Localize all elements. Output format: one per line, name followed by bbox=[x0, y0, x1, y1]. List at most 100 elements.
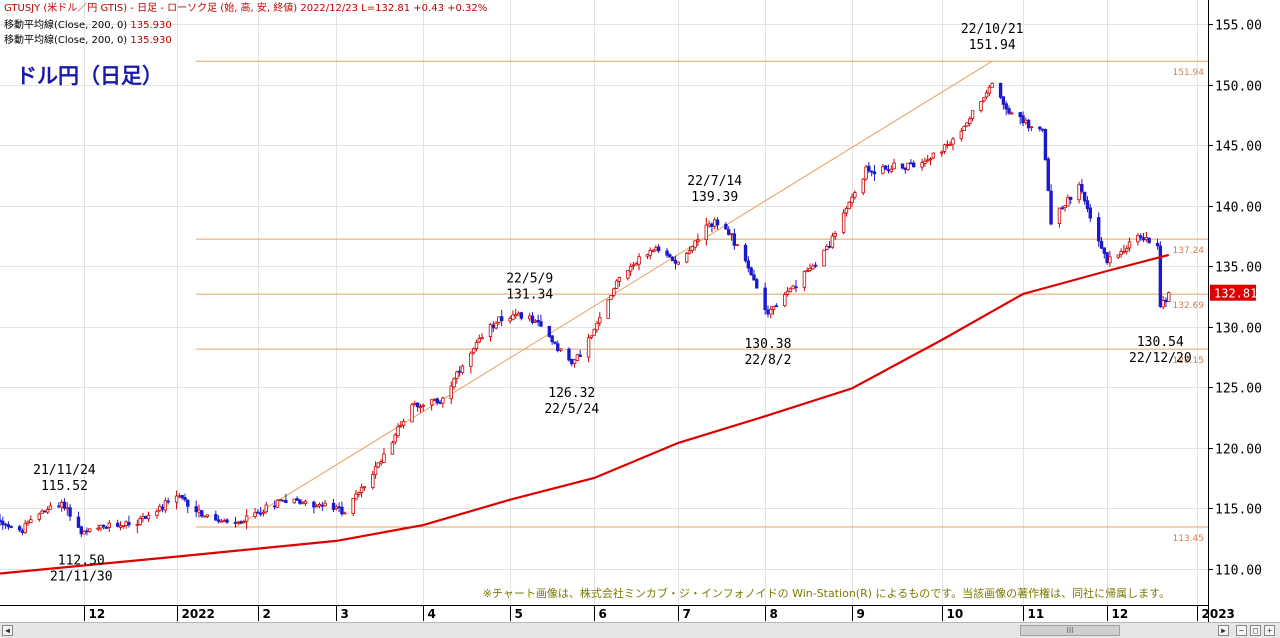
candle-body bbox=[528, 315, 532, 320]
candle-body bbox=[303, 500, 308, 504]
candle-body bbox=[567, 348, 571, 361]
last-price-label: 132.81 bbox=[1214, 287, 1257, 301]
zoom-out-icon[interactable]: − bbox=[1236, 625, 1247, 636]
ma-legend-2-label: 移動平均線(Close, 200, 0) bbox=[4, 35, 128, 46]
horizontal-scrollbar[interactable]: ◀ III ▶ − □ + bbox=[0, 622, 1280, 638]
candle-body bbox=[539, 321, 543, 327]
candle-body bbox=[940, 151, 944, 154]
candle-body bbox=[1077, 184, 1081, 201]
candle-body bbox=[1004, 103, 1008, 110]
candle-body bbox=[242, 521, 246, 524]
candle-body bbox=[85, 530, 89, 533]
candle-body bbox=[301, 502, 305, 505]
candle-body bbox=[707, 223, 711, 227]
candle-body bbox=[23, 523, 27, 534]
moving-average-line bbox=[0, 253, 1170, 575]
price-annotation: 22/12/20 bbox=[1129, 351, 1192, 366]
scrollbar-thumb[interactable]: III bbox=[1020, 625, 1120, 636]
candle-body bbox=[441, 397, 445, 404]
candle-body bbox=[57, 505, 61, 508]
candle-body bbox=[76, 516, 81, 528]
candle-body bbox=[183, 497, 187, 501]
candle-body bbox=[477, 338, 481, 343]
candle-body bbox=[811, 265, 815, 270]
candle-body bbox=[180, 494, 184, 499]
candle-body bbox=[45, 509, 50, 513]
candle-body bbox=[900, 163, 905, 169]
candle-body bbox=[598, 317, 602, 324]
candle-body bbox=[634, 263, 638, 266]
candle-body bbox=[278, 499, 282, 501]
candle-body bbox=[17, 526, 22, 531]
scroll-right-icon[interactable]: ▶ bbox=[1218, 625, 1229, 636]
candle-body bbox=[673, 259, 678, 264]
x-tick-label: 6 bbox=[599, 607, 607, 621]
candle-body bbox=[1125, 248, 1129, 252]
candle-body bbox=[429, 399, 434, 406]
candle-body bbox=[951, 138, 955, 145]
candle-body bbox=[1158, 245, 1163, 307]
candle-body bbox=[979, 101, 983, 111]
chart-header: GTUSJY (米ドル／円 GTIS) - 日足 - ローソク足 (始, 高, … bbox=[4, 3, 488, 14]
x-tick-label: 5 bbox=[515, 607, 523, 621]
candle-body bbox=[743, 244, 748, 262]
candle-body bbox=[687, 250, 692, 254]
candle-body bbox=[357, 492, 361, 495]
candle-body bbox=[59, 501, 64, 508]
horizontal-level-label: 113.45 bbox=[1173, 534, 1205, 544]
price-annotation: 130.54 bbox=[1137, 335, 1184, 350]
x-tick-label: 9 bbox=[857, 607, 865, 621]
candle-body bbox=[959, 130, 964, 140]
candle-body bbox=[155, 510, 159, 516]
price-annotation: 126.32 bbox=[548, 386, 595, 401]
candle-body bbox=[236, 521, 240, 524]
y-tick-label: 125.00 bbox=[1215, 382, 1262, 397]
candle-body bbox=[96, 527, 100, 530]
price-annotation: 21/11/24 bbox=[33, 463, 96, 478]
candle-body bbox=[488, 324, 493, 338]
scroll-left-icon[interactable]: ◀ bbox=[2, 625, 13, 636]
candle-body bbox=[1010, 112, 1014, 115]
candle-body bbox=[847, 201, 851, 210]
candle-body bbox=[984, 92, 989, 98]
candle-body bbox=[337, 506, 341, 509]
candle-body bbox=[275, 499, 280, 508]
plot-area bbox=[0, 0, 1208, 605]
candle-body bbox=[791, 285, 795, 290]
candle-body bbox=[550, 335, 554, 343]
candle-body bbox=[469, 352, 473, 367]
candle-body bbox=[200, 510, 204, 517]
candle-body bbox=[166, 500, 170, 503]
candle-body bbox=[413, 403, 417, 406]
candle-body bbox=[435, 398, 439, 404]
candle-body bbox=[1105, 252, 1109, 263]
zoom-fit-icon[interactable]: □ bbox=[1250, 625, 1261, 636]
candle-body bbox=[99, 524, 103, 529]
candle-body bbox=[1108, 256, 1112, 264]
candle-body bbox=[1038, 126, 1042, 130]
candle-body bbox=[931, 152, 936, 159]
candle-body bbox=[1139, 235, 1143, 238]
candle-body bbox=[755, 279, 759, 289]
y-tick-label: 120.00 bbox=[1215, 443, 1262, 458]
candle-body bbox=[516, 312, 521, 316]
candle-body bbox=[362, 486, 367, 489]
candle-body bbox=[586, 337, 591, 358]
zoom-in-icon[interactable]: + bbox=[1264, 625, 1275, 636]
candle-body bbox=[1147, 237, 1151, 244]
price-annotation: 21/11/30 bbox=[50, 569, 113, 584]
candle-body bbox=[163, 500, 168, 511]
candle-body bbox=[62, 501, 67, 509]
candle-body bbox=[881, 166, 885, 174]
candle-body bbox=[219, 520, 224, 523]
candle-body bbox=[1164, 299, 1168, 303]
candle-body bbox=[656, 246, 661, 252]
candle-body bbox=[373, 466, 378, 476]
candle-body bbox=[690, 245, 694, 251]
y-tick-label: 140.00 bbox=[1215, 201, 1262, 216]
candle-body bbox=[320, 504, 325, 507]
candle-body bbox=[415, 402, 420, 408]
candle-body bbox=[805, 270, 809, 273]
candle-body bbox=[457, 370, 462, 373]
candle-body bbox=[575, 354, 580, 361]
